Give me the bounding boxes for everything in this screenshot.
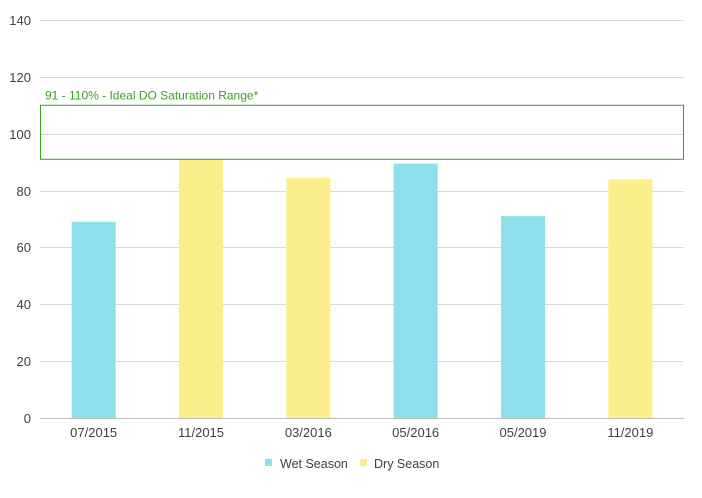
x-tick-label: 03/2016 (285, 425, 332, 440)
reference-band-group: 91 - 110% - Ideal DO Saturation Range* (40, 88, 684, 160)
y-tick-label: 0 (24, 411, 31, 426)
bar-11-2019 (608, 179, 653, 418)
x-axis: 07/2015 11/2015 03/2016 05/2016 05/2019 11/20… (70, 425, 653, 440)
gridlines (40, 20, 684, 419)
legend-label-wet: Wet Season (280, 457, 348, 471)
y-tick-label: 120 (9, 70, 31, 85)
x-tick-label: 07/2015 (70, 425, 117, 440)
y-tick-label: 80 (17, 184, 31, 199)
bars (71, 159, 653, 419)
x-tick-label: 05/2019 (500, 425, 547, 440)
legend: Wet Season Dry Season (265, 457, 439, 471)
y-tick-label: 60 (17, 240, 31, 255)
x-tick-label: 11/2019 (607, 425, 653, 440)
bar-11-2015 (179, 159, 223, 419)
bar-07-2015 (71, 221, 116, 418)
bar-05-2016 (393, 163, 438, 418)
y-axis: 0 20 40 60 80 100 120 140 (9, 13, 31, 426)
y-tick-label: 140 (9, 13, 31, 28)
bar-03-2016 (286, 177, 331, 418)
x-tick-label: 11/2015 (178, 425, 224, 440)
x-tick-label: 05/2016 (392, 425, 439, 440)
y-tick-label: 40 (17, 297, 31, 312)
bar-05-2019 (501, 216, 545, 418)
ideal-range-label: 91 - 110% - Ideal DO Saturation Range* (45, 88, 259, 102)
legend-swatch-dry (360, 459, 367, 466)
y-tick-label: 100 (9, 127, 31, 142)
ideal-range-band (40, 104, 684, 160)
legend-label-dry: Dry Season (374, 457, 439, 471)
legend-swatch-wet (265, 459, 272, 466)
y-tick-label: 20 (17, 354, 31, 369)
